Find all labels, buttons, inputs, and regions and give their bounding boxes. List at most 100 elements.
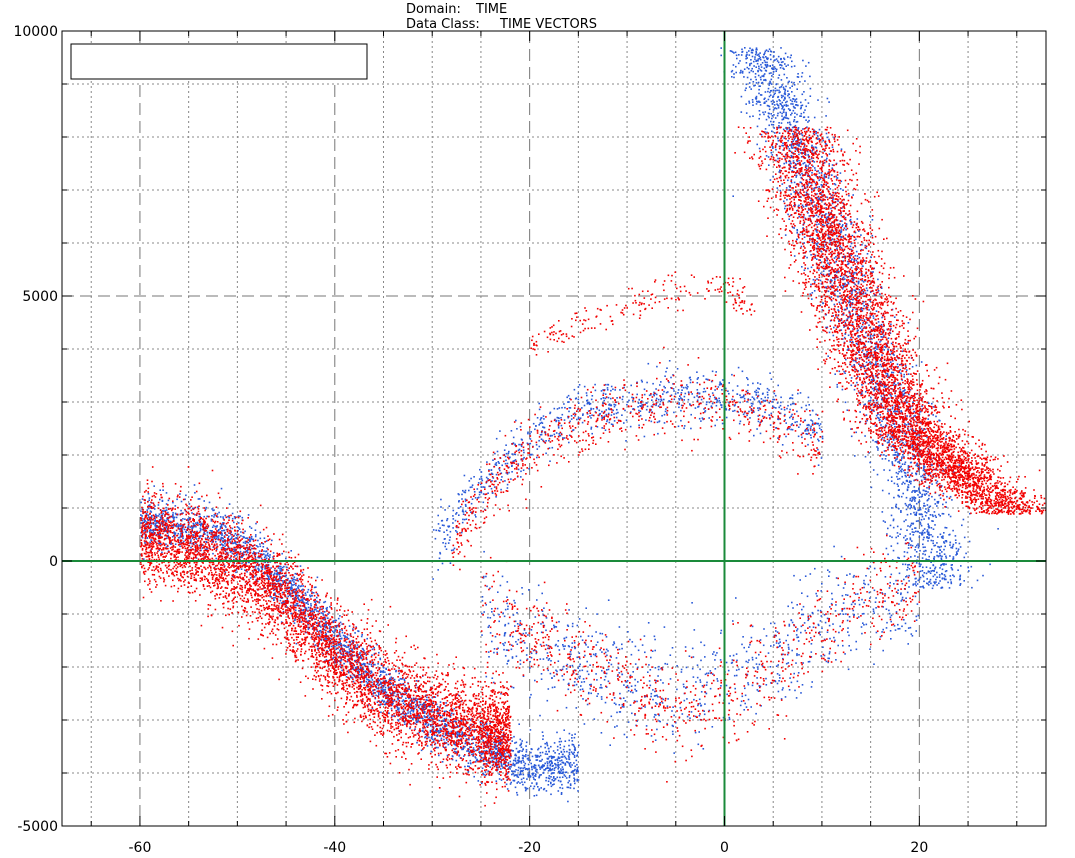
series-1-point — [446, 754, 449, 757]
series-1-point — [542, 735, 544, 737]
series-1-point — [340, 646, 343, 648]
series-1-point — [549, 769, 552, 772]
series-1-point — [804, 143, 806, 146]
series-1-point — [816, 258, 818, 260]
series-1-point — [814, 146, 817, 148]
series-1-point — [337, 644, 340, 646]
series-1-point — [255, 522, 257, 525]
series-1-point — [473, 775, 475, 778]
series-1-point — [167, 499, 170, 502]
series-1-point — [761, 75, 763, 77]
series-1-point — [532, 776, 535, 779]
series-1-point — [538, 760, 541, 762]
series-1-point — [216, 526, 218, 528]
series-1-point — [409, 717, 411, 719]
series-1-point — [550, 781, 552, 784]
series-1-point — [770, 113, 772, 115]
series-1-point — [233, 558, 235, 561]
series-1-point — [352, 668, 355, 671]
series-1-point — [899, 466, 902, 469]
series-1-point — [189, 526, 192, 528]
series-1-point — [871, 379, 874, 382]
series-1-point — [575, 770, 578, 772]
series-1-point — [915, 464, 917, 467]
series-1-point — [820, 272, 822, 275]
series-1-point — [538, 788, 541, 790]
series-1-point — [156, 515, 158, 517]
series-1-point — [870, 350, 872, 353]
series-1-point — [380, 681, 382, 684]
series-1-point — [229, 557, 232, 559]
series-1-point — [222, 523, 225, 526]
series-1-point — [851, 258, 853, 260]
series-1-point — [356, 646, 359, 649]
series-1-point — [838, 370, 841, 373]
series-1-point — [830, 299, 833, 302]
series-1-point — [801, 72, 804, 74]
series-1-point — [779, 165, 781, 167]
series-1-point — [511, 773, 513, 776]
series-1-point — [307, 588, 310, 591]
series-1-point — [194, 532, 196, 534]
series-1-point — [901, 483, 903, 485]
series-1-point — [856, 292, 859, 294]
series-1-point — [932, 406, 935, 408]
series-1-point — [886, 435, 889, 438]
series-1-point — [195, 538, 198, 540]
series-1-point — [513, 735, 515, 738]
series-1-point — [898, 477, 901, 480]
series-1-point — [785, 105, 788, 107]
series-1-point — [205, 541, 208, 543]
series-1-point — [389, 686, 392, 689]
series-1-point — [752, 115, 754, 117]
series-1-point — [446, 728, 449, 731]
series-1-point — [765, 70, 768, 72]
series-1-point — [563, 745, 566, 748]
series-1-point — [523, 764, 526, 767]
series-1-point — [750, 51, 753, 54]
series-1-point — [571, 764, 573, 766]
series-1-point — [266, 574, 268, 576]
series-1-point — [843, 227, 846, 229]
series-1-point — [790, 81, 793, 84]
series-1-point — [796, 113, 798, 116]
series-1-point — [826, 326, 829, 329]
series-1-point — [297, 591, 299, 594]
series-1-point — [444, 734, 447, 737]
series-1-point — [769, 91, 771, 94]
series-1-point — [148, 497, 151, 499]
series-1-point — [800, 115, 802, 117]
series-1-point — [856, 218, 859, 220]
series-1-point — [924, 546, 926, 548]
series-1-point — [206, 515, 208, 518]
series-1-point — [836, 386, 839, 388]
series-1-point — [948, 513, 950, 516]
series-1-point — [410, 703, 412, 705]
series-1-point — [519, 744, 522, 746]
series-1-point — [518, 723, 520, 725]
series-1-point — [518, 760, 521, 763]
series-1-point — [388, 712, 390, 715]
series-1-point — [190, 546, 192, 549]
series-1-point — [545, 779, 547, 782]
series-1-point — [785, 162, 788, 164]
series-1-point — [389, 681, 391, 684]
series-1-point — [535, 756, 537, 758]
series-1-point — [907, 468, 909, 471]
series-1-point — [471, 753, 473, 756]
series-1-point — [782, 106, 784, 109]
series-1-point — [950, 564, 953, 566]
series-1-point — [568, 756, 570, 758]
series-1-point — [797, 76, 800, 78]
series-1-point — [883, 393, 885, 396]
series-1-point — [892, 371, 895, 374]
series-1-point — [455, 747, 458, 750]
series-1-point — [169, 543, 172, 545]
series-1-point — [451, 755, 454, 757]
series-1-point — [153, 485, 155, 487]
series-1-point — [495, 756, 497, 759]
series-1-point — [353, 640, 355, 643]
series-1-point — [740, 54, 743, 56]
series-1-point — [537, 747, 540, 750]
series-1-point — [828, 263, 831, 266]
